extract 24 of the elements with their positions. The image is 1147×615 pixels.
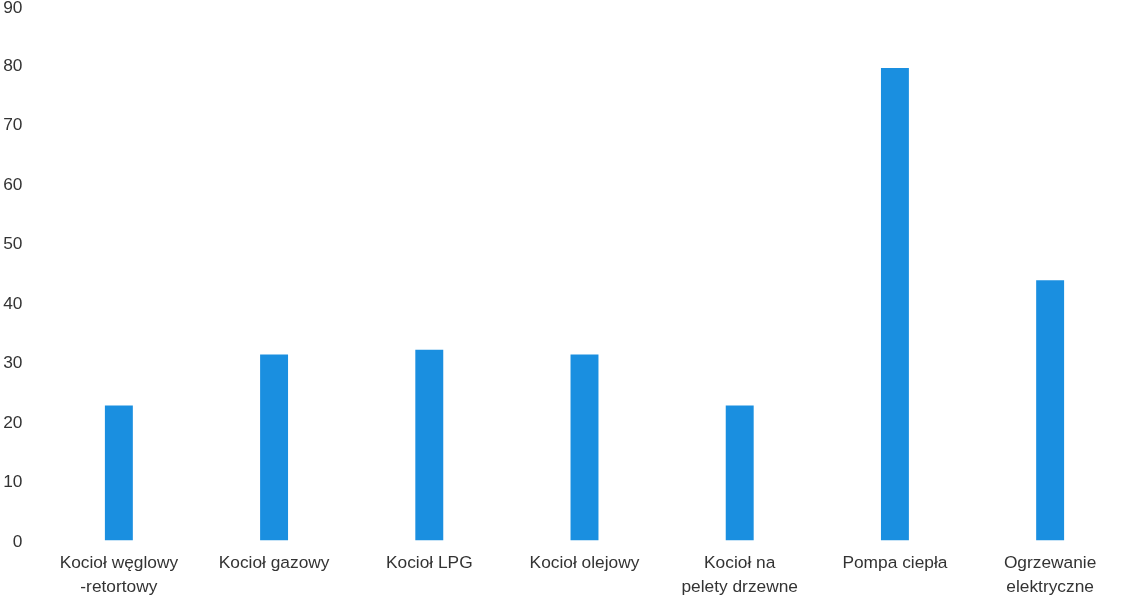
y-tick-label: 30 [3, 352, 23, 373]
x-tick-label: Kocioł węglowy -retortowy [59, 551, 179, 596]
x-tick-label: Ogrzewanie elektryczne [1003, 551, 1097, 596]
bar [1036, 280, 1065, 541]
x-tick-label: Kocioł na pelety drzewne [681, 551, 798, 596]
y-tick-label: 80 [3, 54, 23, 75]
x-tick-label: Kocioł LPG [385, 551, 473, 572]
x-tick-label: Kocioł olejowy [529, 551, 640, 572]
bar [725, 405, 754, 541]
x-tick-label: Kocioł gazowy [218, 551, 330, 572]
y-tick-label: 90 [3, 0, 23, 17]
y-tick-label: 0 [12, 530, 23, 551]
y-tick-label: 40 [3, 292, 23, 313]
bar [570, 354, 599, 541]
y-tick-label: 20 [3, 411, 23, 432]
y-tick-label: 10 [3, 471, 23, 492]
x-tick-label: Pompa ciepła [842, 551, 948, 572]
y-tick-label: 50 [3, 233, 23, 254]
y-tick-label: 60 [3, 173, 23, 194]
bar [260, 354, 289, 541]
y-tick-label: 70 [3, 114, 23, 135]
bar [104, 405, 133, 541]
bar [880, 67, 909, 541]
bar [415, 349, 444, 541]
